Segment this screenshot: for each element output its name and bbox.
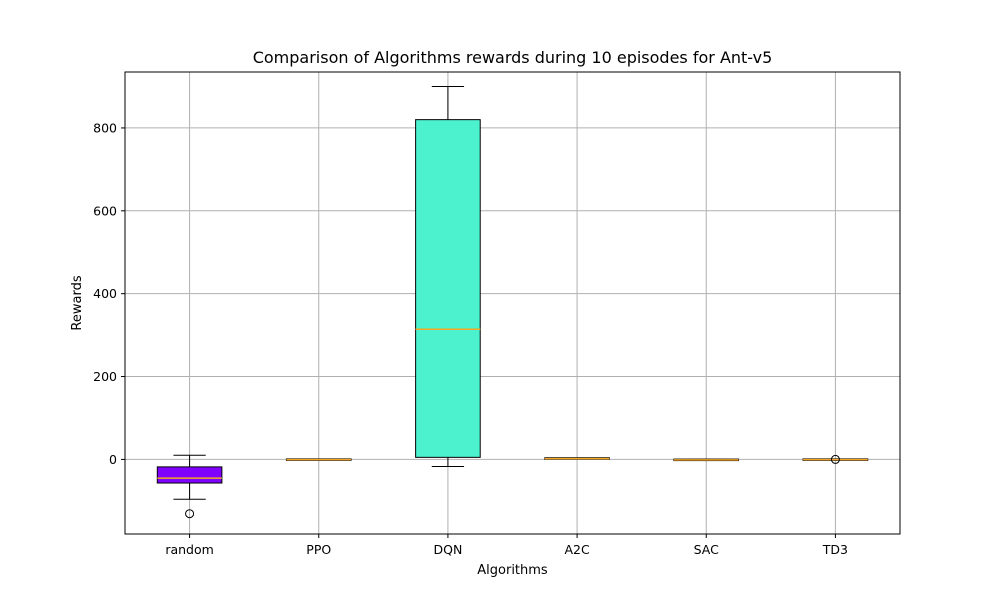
x-tick-label: SAC: [694, 542, 719, 557]
x-tick-label: DQN: [434, 542, 463, 557]
chart-title: Comparison of Algorithms rewards during …: [253, 48, 773, 67]
box-a2c: [544, 457, 610, 460]
box-random: [156, 454, 223, 519]
x-tick-label: random: [165, 542, 213, 557]
x-tick-label: A2C: [564, 542, 590, 557]
y-tick-label: 200: [93, 369, 117, 384]
y-tick-label: 0: [109, 452, 117, 467]
box-sac: [673, 458, 740, 462]
box-dqn: [415, 86, 481, 467]
box-td3: [802, 454, 869, 464]
box-ppo: [285, 458, 352, 461]
x-tick-label: PPO: [306, 542, 331, 557]
y-tick-label: 600: [93, 203, 117, 218]
y-tick-label: 400: [93, 286, 117, 301]
plot-frame: [124, 71, 901, 535]
boxes: [156, 86, 869, 519]
outlier-point: [830, 454, 840, 464]
x-axis-label: Algorithms: [477, 563, 548, 578]
x-tick-label: TD3: [822, 542, 848, 557]
y-axis-label: Rewards: [70, 275, 85, 330]
box-body: [415, 119, 481, 458]
grid-lines: [125, 72, 900, 534]
y-tick-label: 800: [93, 120, 117, 135]
axis-ticks: 0 200 400 600 800 random PPO DQN A2C SAC TD3: [93, 120, 848, 557]
box-body: [156, 466, 223, 484]
outlier-point: [185, 509, 195, 519]
